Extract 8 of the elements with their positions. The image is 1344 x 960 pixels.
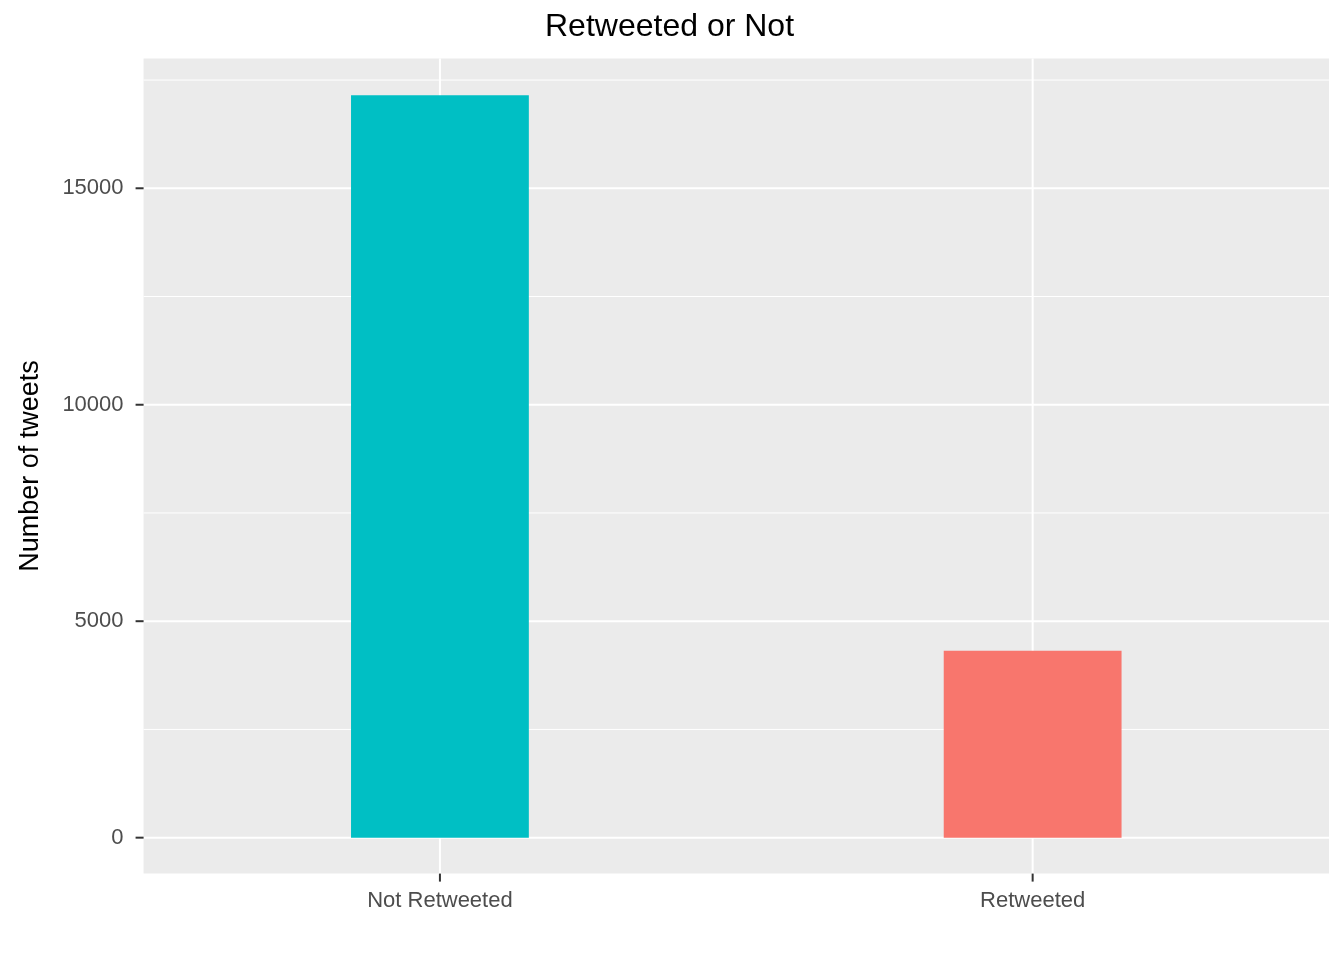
y-tick-label: 15000 bbox=[62, 174, 124, 200]
x-tick-label: Retweeted bbox=[980, 886, 1086, 912]
chart-title: Retweeted or Not bbox=[544, 7, 795, 44]
x-tick-label: Not Retweeted bbox=[367, 886, 513, 912]
y-tick-label: 0 bbox=[111, 823, 124, 849]
y-tick-label: 5000 bbox=[74, 607, 124, 633]
y-tick-label: 10000 bbox=[62, 390, 124, 416]
y-axis-title: Number of tweets bbox=[13, 360, 44, 572]
